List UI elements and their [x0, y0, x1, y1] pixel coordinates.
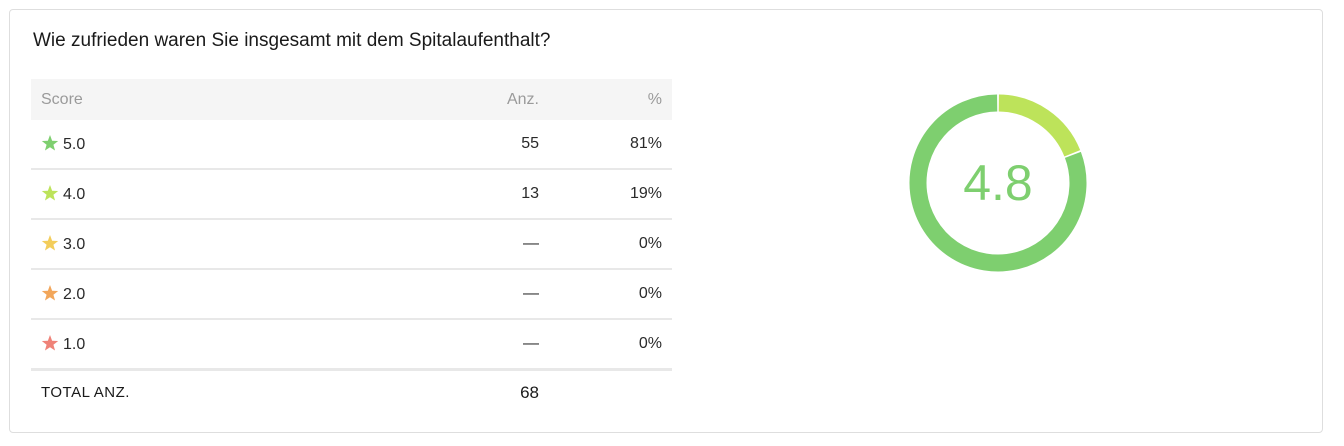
score-donut-chart: 4.8 [909, 94, 1087, 272]
star-icon [41, 135, 59, 151]
table-header-row: Score Anz. % [31, 79, 672, 120]
star-icon [41, 285, 59, 301]
total-row: TOTAL ANZ. 68 [31, 368, 672, 415]
header-pct: % [647, 90, 662, 108]
star-icon [41, 235, 59, 251]
table-row: 3.0 —0% [31, 218, 672, 269]
pct-value: 81% [629, 135, 662, 152]
table-row: 4.0 13 19% [31, 168, 672, 219]
star-icon [41, 185, 59, 201]
star-icon [41, 335, 59, 351]
pct-value: 19% [549, 168, 672, 219]
score-value: 5.0 [63, 136, 86, 153]
table-row: 5.0 55 81% [31, 120, 672, 169]
pct-value: 0% [549, 218, 672, 269]
count-value: 55 [521, 135, 539, 152]
header-score: Score [41, 90, 83, 108]
count-value: 13 [311, 168, 549, 219]
total-label: TOTAL ANZ. [41, 384, 130, 401]
score-value: 2.0 [63, 286, 86, 303]
pct-value: 0% [549, 268, 672, 319]
pct-value: 0% [549, 318, 672, 370]
score-table: Score Anz. % 5.0 55 81% 4.0 13 19% 3.0 —0% 2.0 —0… [31, 79, 672, 415]
total-value: 68 [520, 383, 539, 402]
count-value: — [311, 318, 549, 370]
question-card: Wie zufrieden waren Sie insgesamt mit de… [9, 9, 1323, 433]
table-row: 2.0 —0% [31, 268, 672, 319]
score-value: 4.0 [63, 186, 86, 203]
donut-slice-5.0 [909, 94, 1087, 272]
count-value: — [311, 268, 549, 319]
score-value: 3.0 [63, 236, 86, 253]
count-value: — [311, 218, 549, 269]
donut-center-label: 4.8 [963, 155, 1033, 211]
score-value: 1.0 [63, 336, 86, 353]
question-title: Wie zufrieden waren Sie insgesamt mit de… [33, 30, 551, 51]
table-row: 1.0 —0% [31, 318, 672, 370]
header-count: Anz. [506, 90, 539, 108]
donut-slice-4.0 [998, 94, 1081, 157]
